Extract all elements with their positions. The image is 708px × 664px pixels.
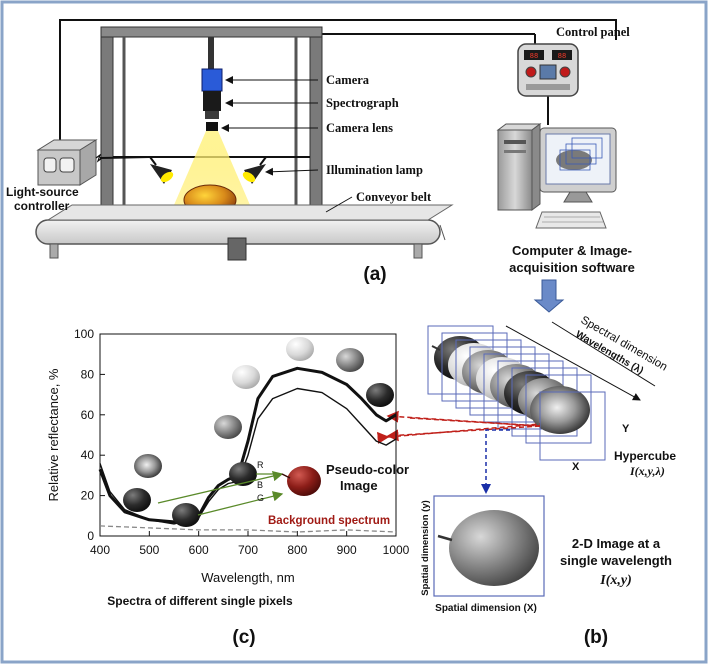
frame-left-post: [100, 26, 114, 216]
pixel-apple-7: [286, 337, 314, 361]
illumination-lamp-label: Illumination lamp: [326, 163, 423, 177]
single-wavelength-label-1: 2-D Image at a: [572, 536, 661, 551]
hypercube-label: Hypercube: [614, 449, 676, 463]
y-tick-label: 60: [81, 408, 95, 422]
pseudo-color-label-2: Image: [340, 478, 378, 493]
spatial-x-label: Spatial dimension (X): [435, 603, 537, 614]
rgb-arrow-g: [197, 491, 284, 516]
pixel-apple-2: [123, 488, 151, 512]
computer: [496, 123, 617, 229]
chart-decorations: R B G Pseudo-color Image Background spec…: [107, 337, 409, 648]
pixel-apple-4: [229, 462, 257, 486]
single-wavelength-label-2: single wavelength: [560, 553, 672, 568]
pixel-apple-5: [214, 415, 242, 439]
light-source-label: Light-source: [6, 185, 79, 199]
pseudo-color-label-1: Pseudo-color: [326, 462, 409, 477]
x-tick-label: 1000: [383, 543, 410, 557]
channel-g-label: G: [257, 493, 264, 503]
x-axis-letter: X: [572, 461, 580, 473]
series-line-3: [99, 525, 397, 533]
panel-a-tag: (a): [363, 264, 386, 285]
panel-b-tag: (b): [584, 627, 608, 648]
control-panel-device: 88 88: [517, 43, 579, 97]
x-tick-label: 900: [337, 543, 357, 557]
reflectance-chart: 0 20 40 60 80 100 400 500 600 700 800 900 1000 Rela…: [46, 327, 410, 585]
y-axis-label: Relative reflectance, %: [46, 368, 61, 501]
camera-lens-body: [206, 122, 218, 131]
x-tick-label: 400: [90, 543, 110, 557]
controller-label: controller: [14, 199, 70, 213]
computer-label-line1: Computer & Image-: [512, 243, 632, 258]
x-tick-label: 700: [238, 543, 258, 557]
channel-b-label: B: [257, 480, 263, 490]
light-cone: [174, 131, 250, 205]
camera-label: Camera: [326, 73, 370, 87]
y-tick-label: 80: [81, 367, 95, 381]
frame-right-post: [309, 26, 323, 216]
spectrograph-body: [203, 91, 221, 111]
light-source-controller: [36, 139, 103, 186]
pixel-apple-1: [134, 454, 162, 478]
y-tick-label: 100: [74, 327, 94, 341]
frame-top-beam: [100, 26, 323, 38]
spatial-y-label: Spatial dimension (y): [420, 500, 431, 596]
single-wavelength-math: I(x,y): [599, 573, 632, 588]
channel-r-label: R: [257, 460, 264, 470]
spectrograph-label: Spectrograph: [326, 96, 399, 110]
panel-c-tag: (c): [232, 627, 255, 648]
computer-label-line2: acquisition software: [509, 260, 635, 275]
x-tick-label: 600: [189, 543, 209, 557]
computer-to-hypercube-arrow: [533, 279, 565, 313]
control-cable: [59, 19, 617, 150]
imaging-setup: Camera Spectrograph Camera lens Illumina…: [6, 19, 635, 313]
rgb-arrow-b: [157, 471, 284, 504]
spectra-caption: Spectra of different single pixels: [107, 594, 293, 608]
hypercube-stack: [427, 325, 606, 461]
svg-text:88: 88: [530, 53, 538, 61]
background-spectrum-label: Background spectrum: [268, 515, 390, 527]
camera-body: [201, 68, 223, 92]
camera-lens-label: Camera lens: [326, 121, 393, 135]
x-tick-label: 500: [139, 543, 159, 557]
pixel-spectrum-arrow-2: [386, 425, 541, 442]
pixel-apple-6: [232, 365, 260, 389]
pixel-apple-8: [336, 348, 364, 372]
right-lamp: [242, 156, 267, 184]
left-lamp: [149, 156, 174, 184]
x-tick-label: 800: [287, 543, 307, 557]
pixel-apple-3: [172, 503, 200, 527]
svg-text:88: 88: [558, 53, 566, 61]
band-extract-arrow: [481, 484, 491, 494]
y-tick-label: 20: [81, 489, 95, 503]
control-panel-label: Control panel: [556, 25, 630, 39]
y-axis-letter: Y: [622, 423, 630, 435]
pixel-apple-9: [366, 383, 394, 407]
y-tick-label: 40: [81, 448, 95, 462]
x-axis-label: Wavelength, nm: [201, 570, 294, 585]
hypercube-math: I(x,y,λ): [629, 464, 665, 478]
pseudo-color-apple: [287, 466, 321, 496]
spectral-axis: [505, 325, 641, 401]
y-tick-label: 0: [87, 529, 94, 543]
conveyor-belt: [35, 204, 454, 261]
conveyor-belt-label: Conveyor belt: [356, 190, 432, 204]
pixel-spectrum-arrow-1: [386, 410, 541, 427]
